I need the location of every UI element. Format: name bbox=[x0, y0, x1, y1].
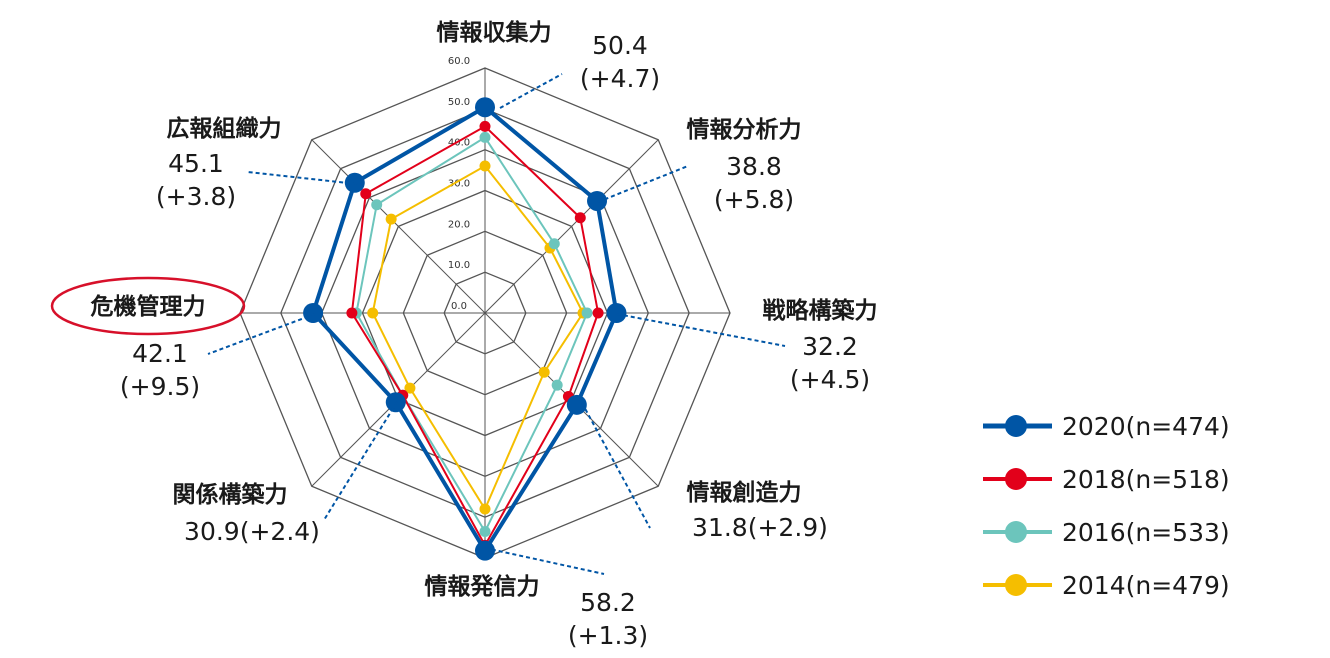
grid-spoke bbox=[311, 139, 486, 314]
value-label: (+1.3) bbox=[568, 621, 648, 650]
axis-label: 広報組織力 bbox=[167, 115, 282, 142]
tick-label: 60.0 bbox=[448, 56, 470, 67]
data-point bbox=[592, 307, 604, 319]
highlight-ellipse bbox=[50, 276, 246, 336]
data-point bbox=[346, 307, 358, 319]
tick-label: 40.0 bbox=[448, 138, 470, 149]
value-label: 38.8 bbox=[726, 152, 782, 181]
legend-marker bbox=[1005, 468, 1027, 490]
legend-marker bbox=[1005, 574, 1027, 596]
tick-label: 10.0 bbox=[448, 260, 470, 271]
leader-line bbox=[207, 313, 316, 355]
leader-line bbox=[323, 401, 398, 521]
data-point bbox=[479, 160, 491, 172]
series-2020 bbox=[303, 97, 627, 561]
annotations: 50.4 (+4.7) 38.8 (+5.8) 32.2 (+4.5) 31.8(+2.9)… bbox=[120, 31, 870, 650]
legend-marker bbox=[1005, 521, 1027, 543]
axis-label: 情報創造力 bbox=[687, 479, 802, 506]
legend: 2020(n=474) 2018(n=518) 2016(n=533) 2014(n=… bbox=[983, 412, 1230, 600]
tick-label: 50.0 bbox=[448, 97, 470, 108]
data-point bbox=[367, 307, 379, 319]
tick-label: 30.0 bbox=[448, 179, 470, 190]
axis-label: 情報分析力 bbox=[687, 116, 802, 143]
data-point bbox=[606, 303, 627, 323]
legend-label: 2020(n=474) bbox=[1062, 412, 1230, 441]
value-label: (+9.5) bbox=[120, 372, 200, 401]
data-point bbox=[587, 190, 608, 211]
legend-label: 2014(n=479) bbox=[1062, 571, 1230, 600]
data-point bbox=[303, 303, 324, 323]
axis-label: 危機管理力 bbox=[91, 293, 206, 320]
data-point bbox=[385, 213, 397, 225]
value-label: 31.8(+2.9) bbox=[692, 513, 828, 542]
data-point bbox=[479, 525, 491, 537]
data-point bbox=[566, 394, 587, 415]
data-point bbox=[360, 188, 372, 200]
legend-label: 2016(n=533) bbox=[1062, 518, 1230, 547]
data-point bbox=[581, 307, 593, 319]
value-label: 45.1 bbox=[168, 149, 224, 178]
data-point bbox=[479, 131, 491, 143]
axis-label: 戦略構築力 bbox=[763, 297, 878, 324]
leader-line bbox=[484, 547, 605, 575]
data-point bbox=[538, 366, 550, 378]
value-label: 58.2 bbox=[580, 588, 636, 617]
data-point bbox=[551, 379, 563, 391]
data-point bbox=[479, 503, 491, 515]
legend-marker bbox=[1005, 415, 1027, 437]
value-label: 30.9(+2.4) bbox=[184, 517, 320, 546]
data-point bbox=[475, 540, 495, 561]
leader-line bbox=[616, 313, 786, 347]
tick-label: 20.0 bbox=[448, 219, 470, 230]
value-label: (+3.8) bbox=[156, 182, 236, 211]
leader-line bbox=[597, 165, 689, 203]
data-point bbox=[574, 212, 586, 224]
leader-line bbox=[247, 171, 358, 185]
leader-line bbox=[581, 402, 651, 529]
grid-spoke bbox=[484, 139, 659, 314]
value-label: (+5.8) bbox=[714, 185, 794, 214]
data-point bbox=[479, 120, 491, 132]
value-label: 42.1 bbox=[132, 339, 188, 368]
data-point bbox=[475, 97, 495, 118]
value-label: 50.4 bbox=[592, 31, 648, 60]
tick-label: 0.0 bbox=[451, 301, 467, 312]
axis-label: 情報収集力 bbox=[437, 19, 552, 46]
leader-line bbox=[499, 73, 563, 109]
value-label: (+4.5) bbox=[790, 365, 870, 394]
series-2014 bbox=[367, 160, 589, 515]
value-label: (+4.7) bbox=[580, 64, 660, 93]
data-point bbox=[548, 238, 560, 250]
legend-label: 2018(n=518) bbox=[1062, 465, 1230, 494]
axis-label: 関係構築力 bbox=[173, 481, 288, 508]
axis-label: 情報発信力 bbox=[425, 573, 540, 600]
data-point bbox=[371, 199, 383, 211]
value-label: 32.2 bbox=[802, 332, 858, 361]
data-point bbox=[404, 382, 416, 394]
